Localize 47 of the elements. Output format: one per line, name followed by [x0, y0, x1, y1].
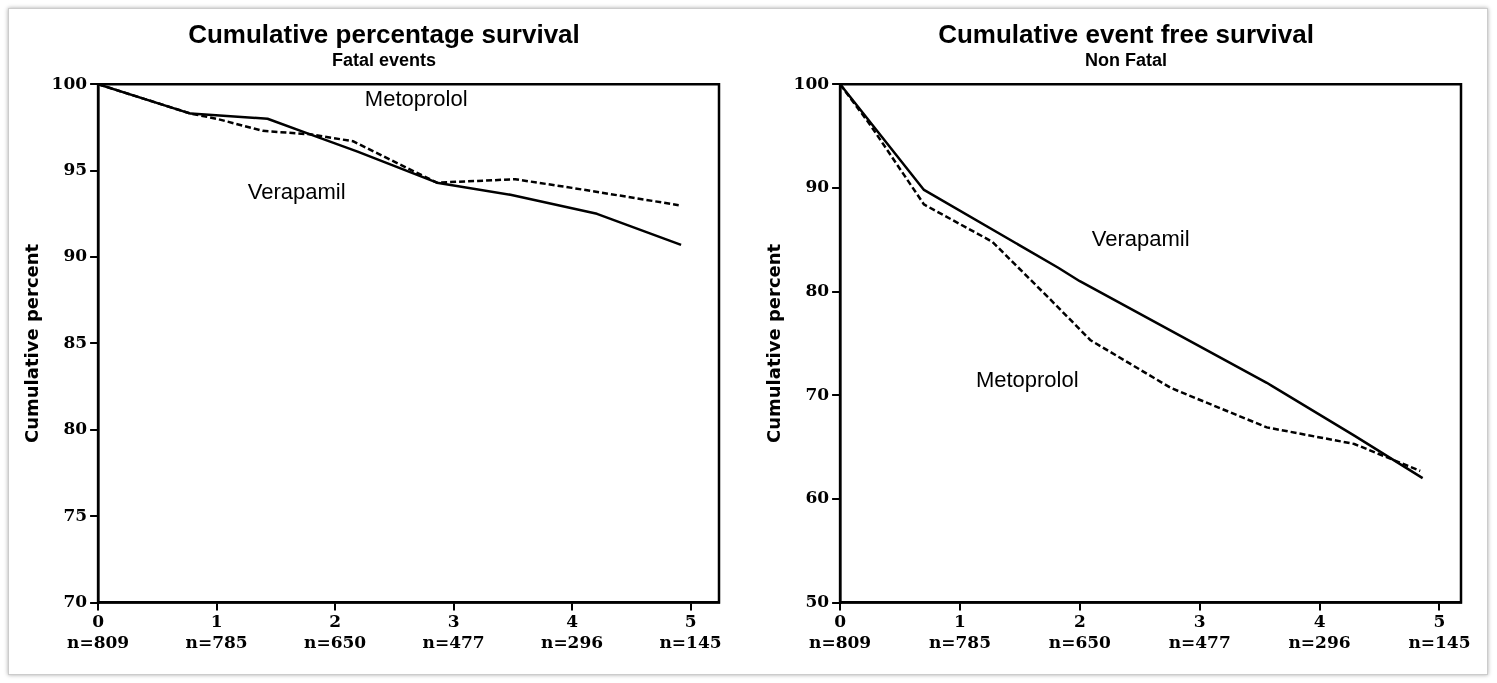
x-tick-label: 2 [329, 611, 341, 632]
y-tick-label: 80 [63, 418, 88, 439]
text: n=785 [928, 631, 991, 652]
text: n=809 [809, 631, 872, 652]
chart-title: Cumulative percentage survival [187, 19, 581, 49]
x-tick-label: 5 [1433, 611, 1446, 632]
x-tick-label: 2 [1073, 611, 1086, 632]
y-tick-label: 100 [793, 72, 830, 93]
series-label: Verapamil [1091, 226, 1190, 252]
text: n=145 [659, 631, 722, 652]
text: n=296 [1288, 631, 1351, 652]
y-tick-label: 80 [805, 279, 830, 300]
x-tick-label: 4 [566, 611, 579, 632]
y-tick-label: 70 [63, 591, 88, 612]
chart-title: Cumulative event free survival [937, 19, 1315, 49]
chart-subtitle: Non Fatal [1084, 49, 1168, 71]
y-tick-label: 95 [63, 159, 88, 180]
chart-subtitle: Fatal events [330, 49, 437, 71]
series-label: Metoprolol [975, 367, 1079, 393]
y-tick-label: 60 [805, 487, 830, 508]
y-tick-label: 85 [63, 331, 88, 352]
x-tick-label: 1 [954, 611, 966, 632]
series-label: Verapamil [247, 178, 346, 204]
y-tick-label: 90 [63, 245, 88, 266]
y-tick-label: 90 [805, 176, 830, 197]
text: n=650 [1048, 631, 1112, 652]
x-tick-label: 0 [92, 611, 105, 632]
y-axis-title: Cumulative percent [21, 243, 43, 443]
series-label: Metoprolol [364, 86, 468, 112]
y-tick-label: 70 [805, 383, 830, 404]
x-tick-label: 3 [447, 611, 460, 632]
text: n=650 [304, 631, 367, 652]
y-axis-title: Cumulative percent [763, 243, 785, 443]
text: n=477 [1168, 631, 1231, 652]
y-tick-label: 50 [805, 591, 830, 612]
x-tick-label: 1 [210, 611, 223, 632]
x-tick-label: 0 [834, 611, 847, 632]
text: n=296 [541, 631, 604, 652]
text: n=809 [67, 631, 130, 652]
text: n=145 [1408, 631, 1471, 652]
x-tick-label: 5 [684, 611, 697, 632]
x-tick-label: 3 [1193, 611, 1206, 632]
y-tick-label: 100 [51, 72, 88, 93]
y-tick-label: 75 [63, 504, 88, 525]
x-tick-label: 4 [1313, 611, 1326, 632]
text: n=785 [185, 631, 248, 652]
text: n=477 [422, 631, 485, 652]
